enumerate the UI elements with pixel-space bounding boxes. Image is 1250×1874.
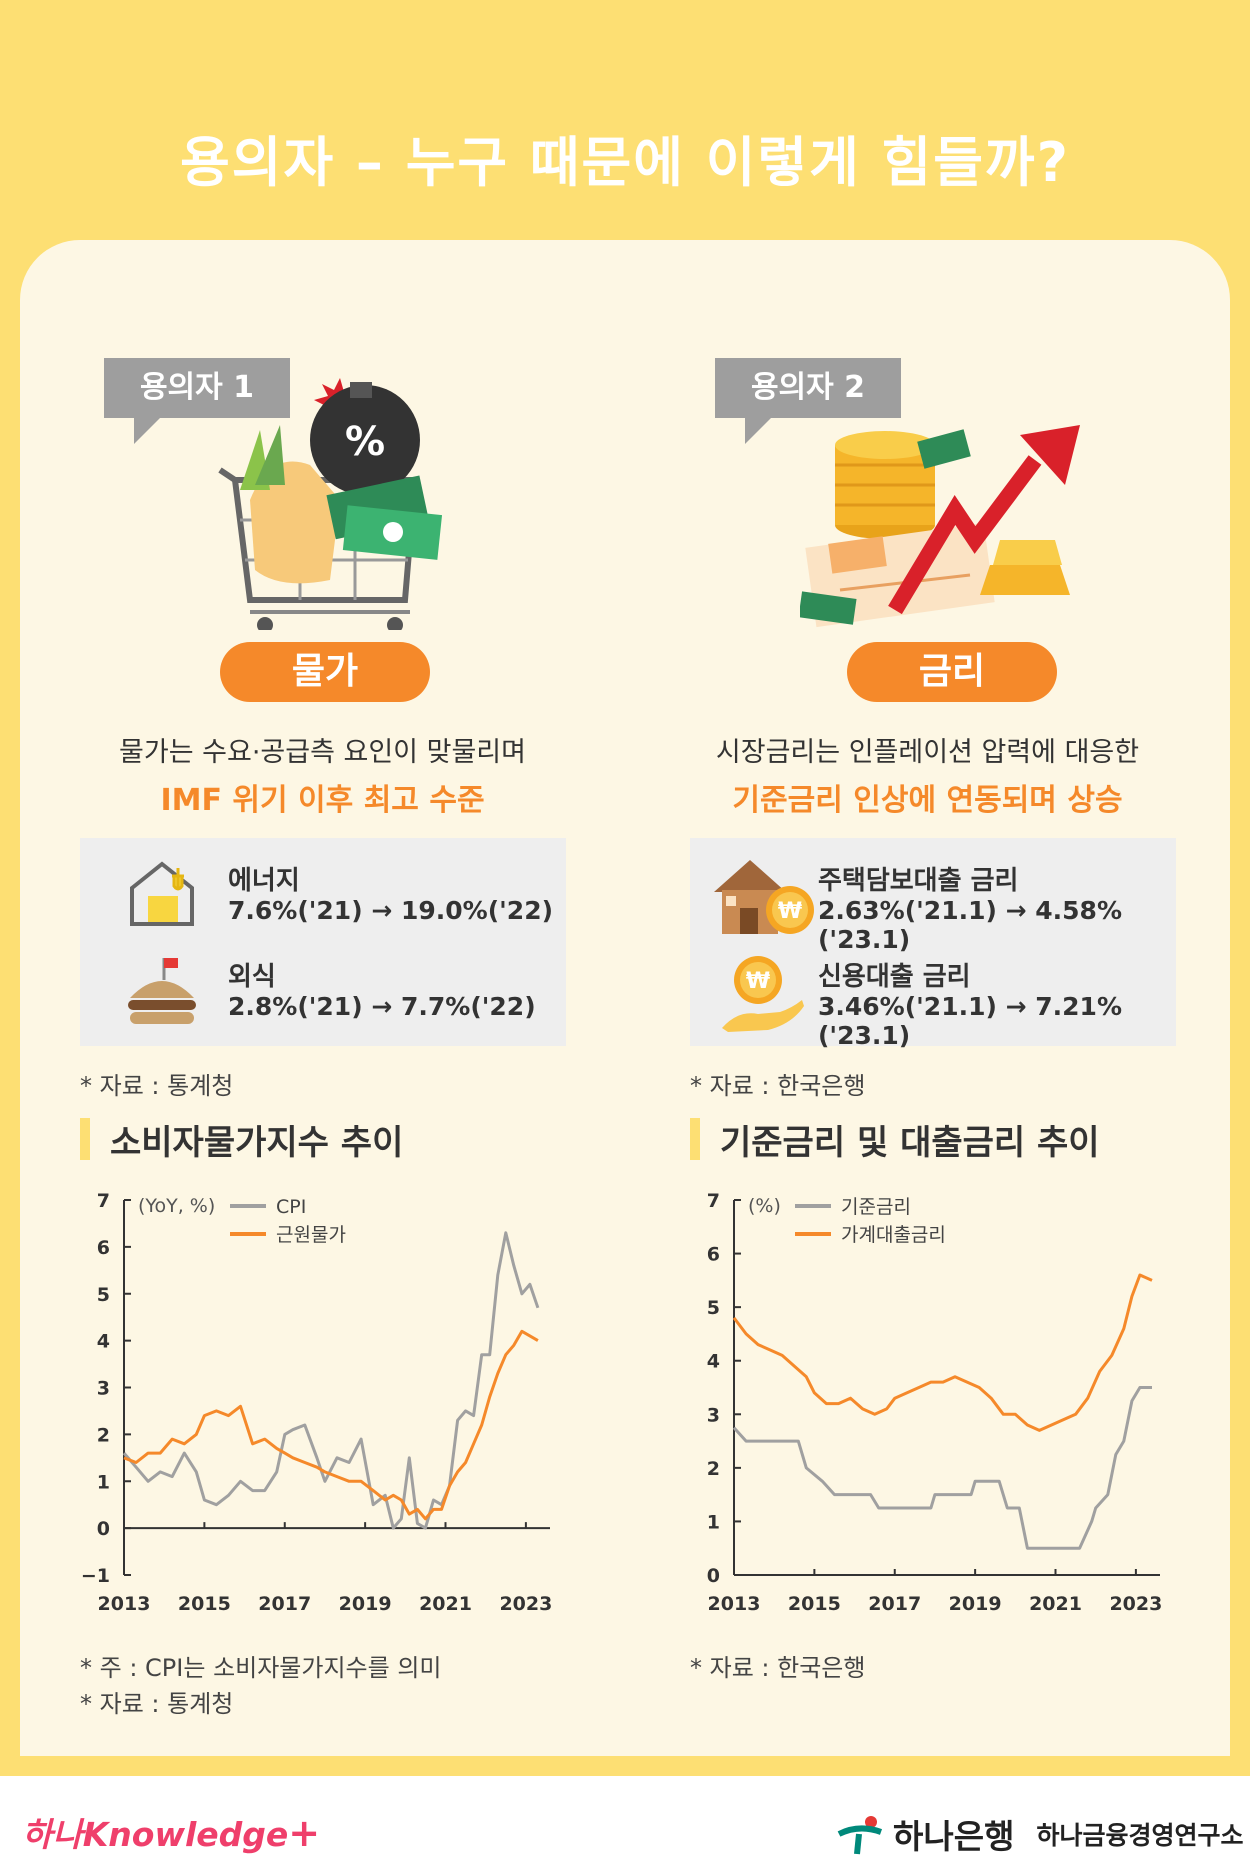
energy-label: 에너지 xyxy=(228,866,300,896)
cpi-note: * 주 : CPI는 소비자물가지수를 의미 xyxy=(80,1654,442,1682)
y-tick-label: 6 xyxy=(707,1244,720,1266)
legend-label: 가계대출금리 xyxy=(841,1224,946,1246)
y-tick-label: 3 xyxy=(707,1404,720,1426)
suspect-2-tag: 용의자 2 xyxy=(715,358,901,444)
x-tick-label: 2015 xyxy=(788,1593,841,1615)
y-tick-label: 4 xyxy=(97,1331,110,1353)
y-tick-label: 5 xyxy=(97,1284,110,1306)
hana-bank-name: 하나은행 xyxy=(893,1817,1015,1856)
credit-value: 3.46%('21.1) → 7.21%('23.1) xyxy=(818,992,1123,1050)
x-tick-label: 2013 xyxy=(98,1593,151,1615)
x-tick-label: 2015 xyxy=(178,1593,231,1615)
series-line-primary xyxy=(732,1386,1152,1550)
y-tick-label: 3 xyxy=(97,1378,110,1400)
suspect-1-tag: 용의자 1 xyxy=(104,358,290,444)
mortgage-label: 주택담보대출 금리 xyxy=(818,866,1019,896)
interest-source: * 자료 : 한국은행 xyxy=(690,1072,866,1100)
content-card: 용의자 1 % 물가 물가는 수요·공급측 요인이 맞물리며 IMF 위기 이 xyxy=(20,240,1230,1756)
series-line-secondary xyxy=(732,1273,1153,1432)
x-tick-label: 2023 xyxy=(1109,1593,1162,1615)
svg-text:₩: ₩ xyxy=(778,899,802,924)
hana-institute-name: 하나금융경영연구소 xyxy=(1036,1821,1244,1850)
coins-rising-arrow-icon xyxy=(800,425,1080,628)
x-tick-label: 2023 xyxy=(499,1593,552,1615)
y-tick-label: 6 xyxy=(97,1237,110,1259)
price-description: 물가는 수요·공급측 요인이 맞물리며 xyxy=(119,737,526,768)
hana-knowledge-text: 하나Knowledge xyxy=(22,1815,289,1854)
house-energy-icon xyxy=(130,861,194,926)
y-tick-label: 1 xyxy=(707,1511,720,1533)
y-tick-label: 4 xyxy=(707,1351,720,1373)
cpi-source: * 자료 : 통계청 xyxy=(80,1690,234,1718)
y-tick-label: 7 xyxy=(707,1190,720,1212)
cpi-line-chart: −1 0 1 2 3 4 5 6 7 2013 2015 2017 2019 2021 2023 (YoY, … xyxy=(81,1190,552,1615)
mortgage-value: 2.63%('21.1) → 4.58%('23.1) xyxy=(818,896,1123,954)
series-line-secondary xyxy=(123,1329,539,1521)
x-tick-label: 2019 xyxy=(949,1593,1002,1615)
suspect-1-column: 용의자 1 % 물가 물가는 수요·공급측 요인이 맞물리며 IMF 위기 이 xyxy=(20,240,625,1756)
interest-highlight: 기준금리 인상에 연동되며 상승 xyxy=(732,783,1123,818)
y-tick-label: 2 xyxy=(707,1458,720,1480)
burger-icon xyxy=(128,958,196,1024)
section-marker xyxy=(690,1118,700,1160)
hand-coin-icon: ₩ xyxy=(722,956,804,1032)
series-line-primary xyxy=(122,1231,540,1530)
credit-label: 신용대출 금리 xyxy=(818,962,971,992)
svg-text:%: % xyxy=(345,419,385,465)
y-tick-label: 5 xyxy=(707,1297,720,1319)
y-tick-label: 1 xyxy=(97,1471,110,1493)
legend-label: CPI xyxy=(276,1196,306,1218)
svg-text:₩: ₩ xyxy=(746,969,770,994)
interest-stats-box: ₩ 주택담보대출 금리 2.63%('21.1) → 4.58%('23.1) … xyxy=(690,838,1176,1050)
rate-source: * 자료 : 한국은행 xyxy=(690,1654,866,1682)
price-stats-box: 에너지 7.6%('21) → 19.0%('22) 외식 2.8%('21) … xyxy=(80,838,566,1046)
footer-brand: 하나은행 하나금융경영연구소 xyxy=(835,1810,1243,1858)
house-won-icon: ₩ xyxy=(714,860,814,934)
suspect-2-column: 용의자 2 금리 시장금리는 인플레이션 압력에 대응한 기준금리 인상에 연동… xyxy=(625,240,1230,1756)
page-title: 용의자 – 누구 때문에 이렇게 힘들까? xyxy=(180,131,1070,194)
x-tick-label: 2019 xyxy=(339,1593,392,1615)
legend-label: 근원물가 xyxy=(276,1224,346,1246)
y-tick-label: 0 xyxy=(707,1565,720,1587)
x-tick-label: 2021 xyxy=(419,1593,472,1615)
dining-value: 2.8%('21) → 7.7%('22) xyxy=(228,992,536,1021)
price-highlight: IMF 위기 이후 최고 수준 xyxy=(160,783,485,818)
y-unit-label: (%) xyxy=(748,1195,781,1217)
x-tick-label: 2017 xyxy=(868,1593,921,1615)
y-tick-label: 2 xyxy=(97,1424,110,1446)
x-tick-label: 2013 xyxy=(708,1593,761,1615)
y-tick-label: 0 xyxy=(97,1518,110,1540)
section-marker xyxy=(80,1118,90,1160)
dining-label: 외식 xyxy=(228,962,276,992)
y-tick-label: 7 xyxy=(97,1190,110,1212)
shopping-cart-bomb-icon: % xyxy=(218,378,443,630)
rate-section-title: 기준금리 및 대출금리 추이 xyxy=(720,1123,1100,1163)
legend-label: 기준금리 xyxy=(841,1196,911,1218)
y-unit-label: (YoY, %) xyxy=(138,1195,215,1217)
x-tick-label: 2017 xyxy=(258,1593,311,1615)
hana-knowledge-logo: 하나Knowledge+ xyxy=(22,1808,320,1856)
energy-value: 7.6%('21) → 19.0%('22) xyxy=(228,896,554,925)
price-source: * 자료 : 통계청 xyxy=(80,1072,234,1100)
interest-description: 시장금리는 인플레이션 압력에 대응한 xyxy=(715,737,1140,768)
y-tick-label: −1 xyxy=(81,1565,110,1587)
hana-bank-logo-icon xyxy=(837,1816,883,1855)
x-tick-label: 2021 xyxy=(1029,1593,1082,1615)
rate-line-chart: 0 1 2 3 4 5 6 7 2013 2015 2017 2019 2021 2023 (%) 기준금리가… xyxy=(707,1190,1163,1615)
interest-pill: 금리 xyxy=(847,642,1057,702)
cpi-section-title: 소비자물가지수 추이 xyxy=(110,1123,404,1163)
plus-icon: + xyxy=(288,1811,321,1855)
price-pill: 물가 xyxy=(220,642,430,702)
